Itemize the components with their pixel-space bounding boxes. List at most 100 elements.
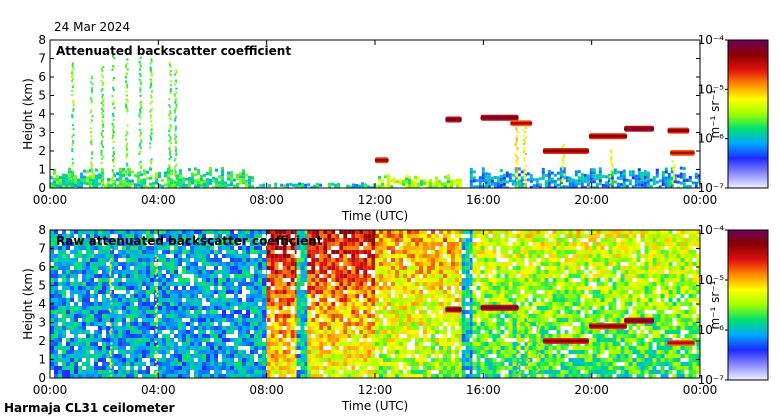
boundary-layer-cell	[215, 183, 218, 187]
backscatter-cell	[304, 242, 309, 246]
backscatter-cell	[194, 374, 198, 378]
backscatter-cell	[351, 242, 356, 246]
backscatter-cell	[395, 318, 399, 322]
backscatter-streak	[169, 106, 172, 109]
backscatter-cell	[110, 318, 114, 322]
boundary-layer-cell	[469, 185, 473, 188]
backscatter-cell	[254, 238, 258, 242]
boundary-layer-cell	[637, 177, 641, 181]
backscatter-cell	[395, 374, 399, 378]
backscatter-cell	[327, 310, 332, 314]
backscatter-cell	[210, 234, 214, 238]
backscatter-cell	[170, 254, 174, 258]
backscatter-cell	[122, 234, 126, 238]
backscatter-cell	[407, 334, 411, 338]
backscatter-cell	[363, 242, 368, 246]
boundary-layer-cell	[68, 179, 71, 183]
backscatter-cell	[62, 242, 66, 246]
backscatter-streak	[112, 65, 115, 67]
boundary-layer-cell	[673, 177, 677, 181]
backscatter-cell	[162, 238, 166, 242]
backscatter-streak	[150, 124, 153, 127]
backscatter-cell	[198, 250, 202, 254]
backscatter-cell	[134, 362, 138, 366]
backscatter-cell	[375, 322, 379, 326]
backscatter-cell	[278, 310, 283, 314]
boundary-layer-cell	[556, 183, 560, 187]
precipitation-streak	[671, 180, 674, 183]
backscatter-cell	[74, 374, 78, 378]
backscatter-cell	[363, 258, 368, 262]
backscatter-cell	[222, 338, 226, 342]
backscatter-cell	[218, 342, 222, 346]
precipitation-streak	[523, 150, 526, 153]
y-tick-label: 3	[38, 126, 46, 140]
boundary-layer-cell	[188, 183, 191, 186]
backscatter-cell	[323, 294, 328, 298]
backscatter-cell	[343, 286, 348, 290]
backscatter-cell	[106, 322, 110, 326]
backscatter-cell	[319, 282, 324, 286]
backscatter-cell	[387, 330, 391, 334]
backscatter-cell	[371, 306, 376, 310]
backscatter-cell	[315, 234, 320, 238]
backscatter-cell	[54, 242, 58, 246]
boundary-layer-cell	[182, 180, 185, 184]
backscatter-cell	[214, 274, 218, 278]
backscatter-cell	[304, 270, 309, 274]
backscatter-cell	[222, 342, 226, 346]
backscatter-cell	[150, 290, 154, 294]
backscatter-streak	[175, 153, 178, 156]
precipitation-streak	[561, 177, 564, 180]
backscatter-cell	[62, 230, 66, 234]
backscatter-cell	[198, 278, 202, 282]
backscatter-cell	[194, 282, 198, 286]
backscatter-cell	[278, 234, 283, 238]
backscatter-cell	[130, 278, 134, 282]
backscatter-cell	[307, 254, 312, 258]
backscatter-cell	[375, 330, 379, 334]
boundary-layer-cell	[613, 171, 617, 175]
boundary-layer-cell	[239, 181, 242, 185]
backscatter-cell	[86, 294, 90, 298]
boundary-layer-cell	[191, 175, 194, 179]
backscatter-cell	[114, 366, 118, 370]
backscatter-cell	[162, 278, 166, 282]
backscatter-streak	[175, 179, 178, 182]
backscatter-cell	[290, 298, 295, 302]
boundary-layer-cell	[310, 186, 314, 188]
backscatter-cell	[258, 314, 262, 318]
backscatter-cell	[174, 250, 178, 254]
backscatter-cell	[407, 326, 411, 330]
backscatter-cell	[190, 310, 194, 314]
backscatter-cell	[375, 318, 379, 322]
boundary-layer-cell	[131, 182, 134, 186]
backscatter-cell	[202, 326, 206, 330]
boundary-layer-cell	[68, 185, 71, 188]
backscatter-cell	[102, 334, 106, 338]
backscatter-cell	[94, 238, 98, 242]
precipitation-streak	[515, 141, 518, 144]
backscatter-cell	[106, 254, 110, 258]
backscatter-cell	[391, 238, 395, 242]
boundary-layer-cell	[619, 183, 623, 187]
backscatter-cell	[82, 346, 86, 350]
backscatter-cell	[367, 290, 372, 294]
backscatter-cell	[323, 258, 328, 262]
backscatter-cell	[423, 278, 427, 282]
backscatter-cell	[335, 306, 340, 310]
backscatter-cell	[234, 246, 238, 250]
backscatter-cell	[304, 262, 309, 266]
backscatter-cell	[114, 266, 118, 270]
precipitation-streak	[562, 161, 565, 164]
backscatter-cell	[355, 362, 360, 366]
precipitation-streak	[516, 163, 519, 166]
backscatter-cell	[383, 258, 387, 262]
boundary-layer-cell	[438, 186, 441, 188]
backscatter-cell	[331, 374, 336, 378]
backscatter-cell	[296, 326, 301, 330]
backscatter-cell	[110, 242, 114, 246]
backscatter-cell	[423, 294, 427, 298]
backscatter-cell	[323, 290, 328, 294]
backscatter-streak	[174, 165, 177, 168]
